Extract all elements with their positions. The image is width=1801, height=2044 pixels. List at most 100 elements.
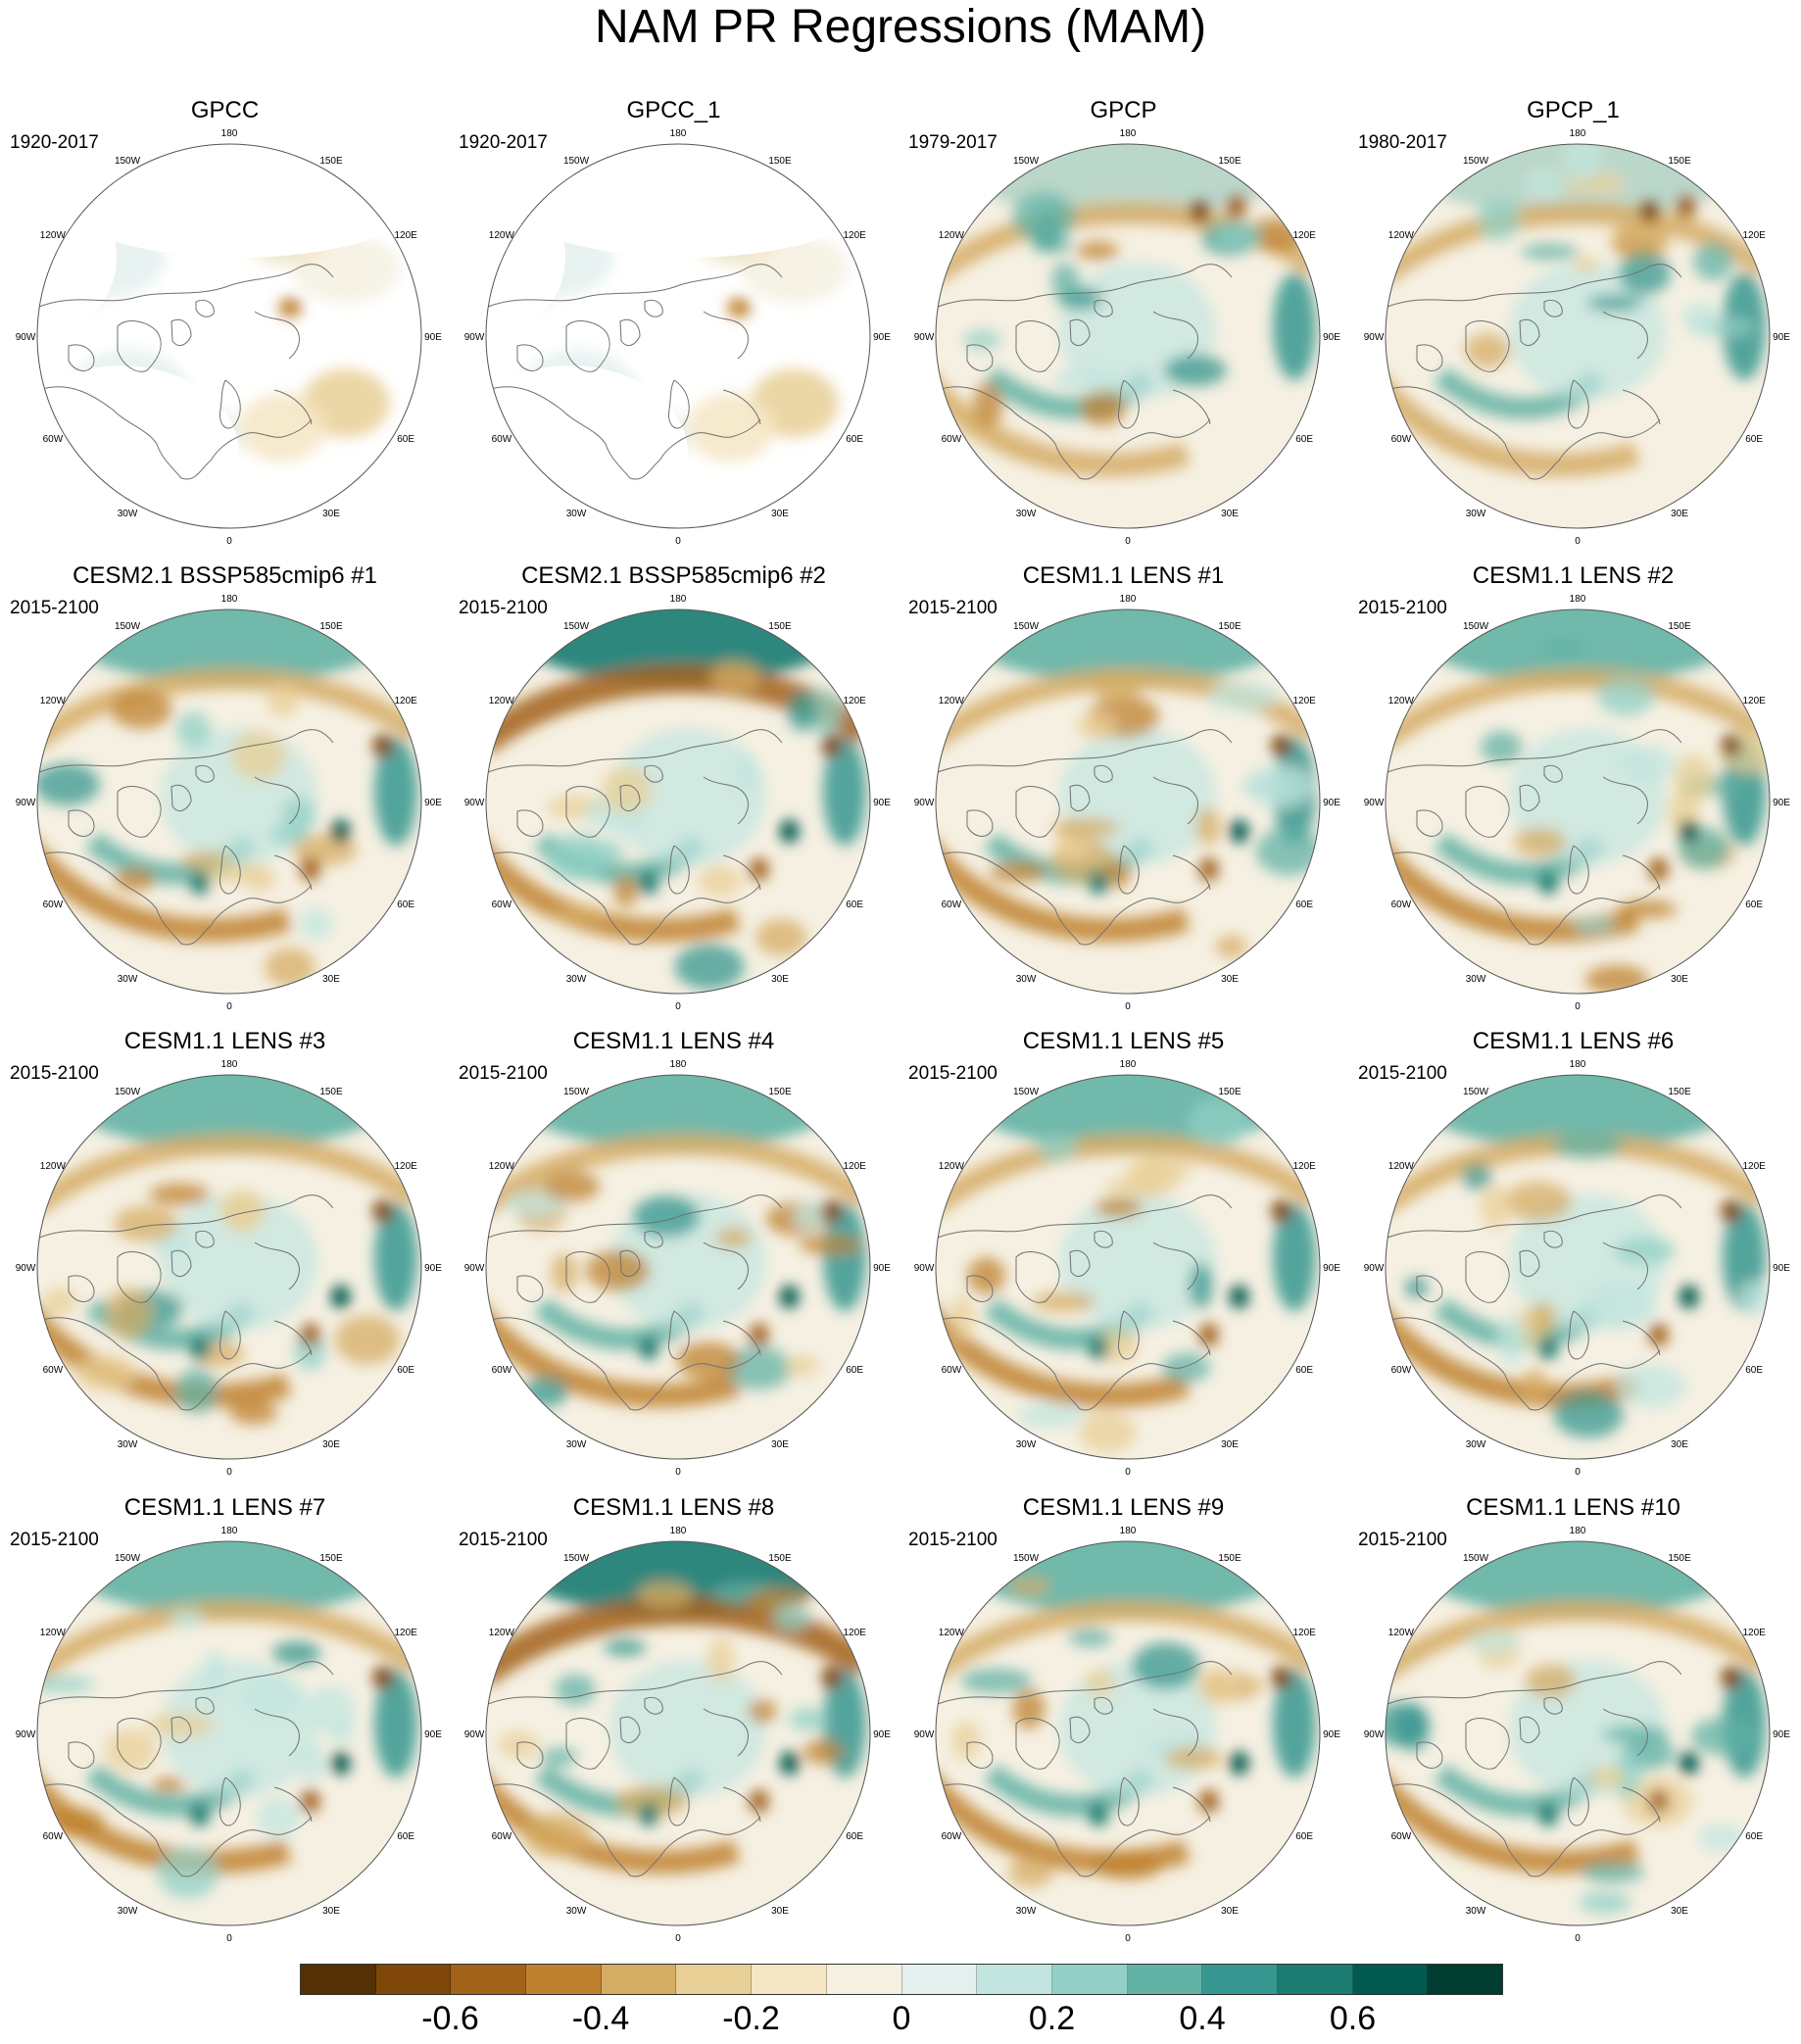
map-boundary: [935, 608, 1321, 995]
longitude-label: 150E: [768, 156, 792, 167]
longitude-label: 150E: [319, 621, 343, 632]
map-boundary: [935, 1540, 1321, 1926]
longitude-label: 30E: [1671, 1906, 1688, 1917]
figure-title: NAM PR Regressions (MAM): [594, 1, 1207, 53]
longitude-label: 60E: [1295, 900, 1313, 910]
longitude-label: 150W: [1013, 1553, 1040, 1564]
longitude-label: 0: [675, 1467, 681, 1478]
longitude-label: 120W: [1388, 1161, 1415, 1172]
longitude-label: 180: [1570, 128, 1586, 139]
map-panel: 180 150E 120E 90E 60E 30E 0 30W 60W 90W 120W 150W CE…: [1348, 1493, 1798, 1959]
longitude-label: 60W: [43, 1365, 64, 1376]
longitude-label: 120E: [843, 1161, 866, 1172]
longitude-label: 90W: [464, 1263, 485, 1274]
longitude-label: 90E: [424, 1263, 442, 1274]
panel-title: GPCC_1: [626, 97, 721, 123]
longitude-label: 120W: [40, 230, 67, 241]
colorbar-swatch: [1202, 1965, 1278, 1994]
longitude-label: 150W: [115, 156, 141, 167]
panel-period: 1980-2017: [1358, 132, 1447, 153]
longitude-label: 150E: [1668, 1553, 1691, 1564]
longitude-label: 0: [1125, 1001, 1131, 1012]
longitude-label: 30W: [1016, 1906, 1037, 1917]
map-boundary: [1385, 143, 1771, 529]
longitude-label: 150E: [768, 1553, 792, 1564]
map-boundary: [36, 143, 422, 529]
longitude-label: 120W: [489, 1161, 515, 1172]
longitude-label: 30W: [1466, 509, 1486, 519]
longitude-label: 30W: [1016, 1439, 1037, 1450]
map-boundary: [1385, 1540, 1771, 1926]
colorbar-swatch: [375, 1965, 452, 1994]
longitude-label: 180: [1120, 594, 1137, 605]
longitude-label: 30W: [566, 974, 587, 985]
colorbar-swatch: [451, 1965, 527, 1994]
longitude-label: 120E: [843, 230, 866, 241]
longitude-label: 30W: [118, 1439, 138, 1450]
longitude-label: 60W: [1391, 900, 1412, 910]
longitude-label: 30W: [1466, 974, 1486, 985]
longitude-label: 60W: [942, 434, 962, 445]
colorbar-swatch: [901, 1965, 978, 1994]
panel-period: 2015-2100: [1358, 598, 1447, 618]
longitude-label: 60E: [1745, 1365, 1763, 1376]
longitude-label: 60E: [1295, 1365, 1313, 1376]
coastlines: [38, 729, 334, 946]
longitude-label: 120E: [1292, 230, 1316, 241]
panel-title: CESM2.1 BSSP585cmip6 #2: [521, 562, 826, 589]
colorbar: [300, 1964, 1503, 1995]
longitude-label: 90E: [1773, 1263, 1790, 1274]
longitude-label: 120E: [1742, 1161, 1766, 1172]
polar-stereographic-map: 180 150E 120E 90E 60E 30E 0 30W 60W 90W 120W 150W: [914, 1059, 1341, 1478]
longitude-label: 30E: [1221, 509, 1239, 519]
colorbar-tick-label: 0.2: [1028, 2000, 1076, 2037]
longitude-label: 150W: [115, 1087, 141, 1097]
longitude-label: 0: [1575, 1933, 1581, 1944]
longitude-label: 30E: [771, 1439, 789, 1450]
panel-period: 1979-2017: [908, 132, 998, 153]
map-panel: 180 150E 120E 90E 60E 30E 0 30W 60W 90W 120W 150W CE…: [899, 561, 1348, 1027]
colorbar-tick-label: -0.2: [722, 2000, 780, 2037]
longitude-label: 120W: [40, 1161, 67, 1172]
panel-title: CESM1.1 LENS #3: [123, 1028, 326, 1054]
longitude-label: 30E: [1671, 1439, 1688, 1450]
map-boundary: [1385, 608, 1771, 995]
longitude-label: 90W: [914, 332, 935, 343]
longitude-label: 0: [226, 1001, 232, 1012]
longitude-label: 90E: [1773, 1729, 1790, 1740]
map-panel: 180 150E 120E 90E 60E 30E 0 30W 60W 90W 120W 150W GP…: [899, 96, 1348, 561]
polar-stereographic-map: 180 150E 120E 90E 60E 30E 0 30W 60W 90W 120W 150W: [464, 128, 892, 547]
panel-period: 1920-2017: [10, 132, 99, 153]
longitude-label: 150W: [1013, 156, 1040, 167]
coastlines: [38, 264, 334, 480]
map-panel: 180 150E 120E 90E 60E 30E 0 30W 60W 90W 120W 150W CE…: [1348, 1027, 1798, 1492]
longitude-label: 0: [226, 1467, 232, 1478]
longitude-label: 30E: [771, 509, 789, 519]
longitude-label: 0: [226, 1933, 232, 1944]
longitude-label: 60W: [1391, 1831, 1412, 1842]
longitude-label: 150E: [1218, 1087, 1241, 1097]
map-panel: 180 150E 120E 90E 60E 30E 0 30W 60W 90W 120W 150W CE…: [899, 1493, 1348, 1959]
panel-period: 2015-2100: [10, 1530, 99, 1550]
longitude-label: 120E: [843, 1628, 866, 1638]
longitude-label: 180: [1120, 1526, 1137, 1536]
map-boundary: [36, 1074, 422, 1460]
longitude-label: 120E: [1292, 1161, 1316, 1172]
polar-stereographic-map: 180 150E 120E 90E 60E 30E 0 30W 60W 90W 120W 150W: [914, 594, 1341, 1012]
longitude-label: 60W: [1391, 1365, 1412, 1376]
longitude-label: 150E: [319, 1553, 343, 1564]
longitude-label: 180: [1120, 128, 1137, 139]
longitude-label: 0: [1125, 1933, 1131, 1944]
longitude-label: 150W: [563, 1553, 590, 1564]
longitude-label: 180: [670, 1526, 687, 1536]
panel-title: CESM1.1 LENS #2: [1472, 562, 1675, 589]
longitude-label: 120W: [939, 696, 965, 706]
longitude-label: 60E: [1295, 434, 1313, 445]
longitude-label: 120W: [1388, 230, 1415, 241]
longitude-label: 150W: [1463, 1553, 1489, 1564]
panel-period: 2015-2100: [459, 1063, 548, 1084]
longitude-label: 60E: [1745, 1831, 1763, 1842]
longitude-label: 90E: [1773, 332, 1790, 343]
longitude-label: 150E: [319, 1087, 343, 1097]
longitude-label: 90E: [424, 1729, 442, 1740]
